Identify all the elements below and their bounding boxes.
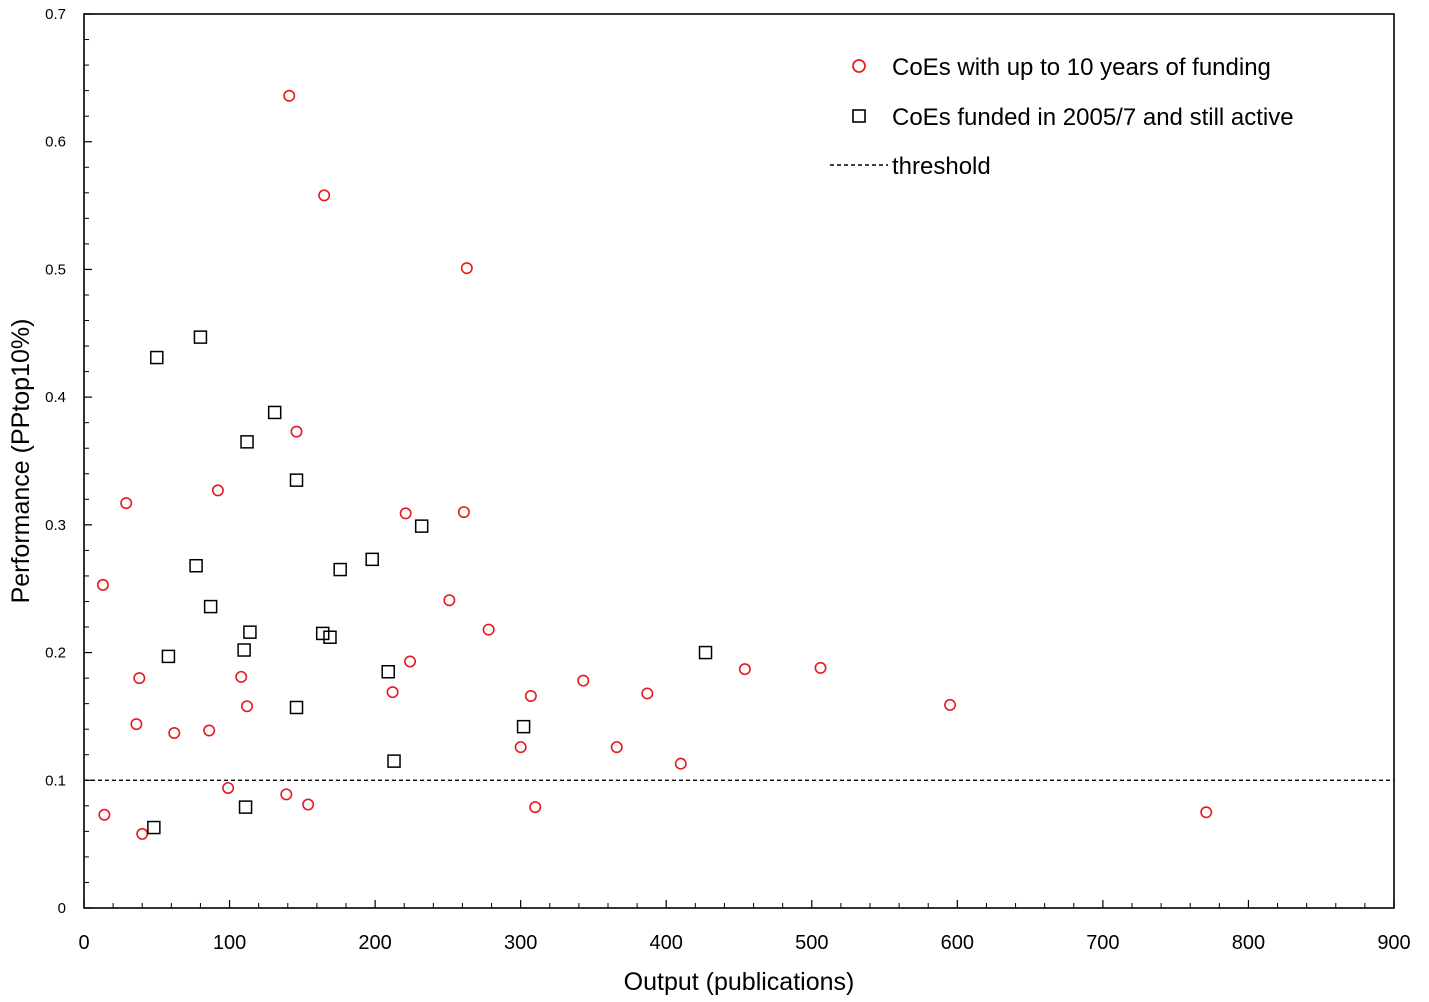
y-tick-label: 0.6 (45, 134, 66, 151)
square-point (238, 800, 253, 814)
circle-point (130, 718, 143, 731)
square-point (289, 700, 304, 715)
circle-point (641, 687, 654, 700)
square-point (365, 552, 379, 567)
circle-point (457, 506, 470, 519)
circle-point (529, 801, 542, 814)
x-tick-label: 200 (358, 932, 391, 954)
x-tick-label: 300 (504, 932, 537, 954)
points-layer (96, 89, 1213, 840)
circle-point (302, 798, 315, 811)
y-tick-label: 0 (58, 900, 66, 917)
square-point (240, 435, 254, 449)
x-tick-label: 0 (78, 932, 89, 954)
circle-point (290, 425, 303, 438)
legend-label-coes-funded-2005-7: CoEs funded in 2005/7 and still active (892, 104, 1294, 131)
circle-point (203, 724, 216, 737)
legend: CoEs with up to 10 years of funding CoEs… (830, 54, 1294, 180)
square-point (203, 599, 218, 614)
square-point (315, 626, 330, 641)
circle-point (1200, 806, 1213, 819)
circle-point (944, 698, 957, 711)
circle-point (443, 594, 456, 607)
y-tick-label: 0.2 (45, 645, 66, 662)
square-point (333, 562, 347, 577)
circle-point (610, 741, 623, 754)
square-point (267, 405, 282, 420)
legend-marker-circle (852, 59, 866, 73)
circle-point (280, 788, 293, 801)
circle-point (577, 674, 590, 687)
square-point (698, 645, 713, 660)
circle-point (120, 497, 133, 510)
y-tick-label: 0.3 (45, 517, 66, 534)
square-point (161, 649, 176, 664)
y-axis-title: Performance (PPtop10%) (7, 319, 35, 604)
plot-frame (83, 13, 1395, 909)
square-point (243, 625, 257, 639)
x-tick-label: 700 (1086, 932, 1119, 954)
x-tick-label: 600 (941, 932, 974, 954)
square-point (147, 820, 161, 835)
x-tick-label: 400 (650, 932, 683, 954)
tick-labels-layer: 0 100 200 300 400 500 600 700 800 900 0 0.1 0.2 0.3 0.… (45, 6, 1411, 954)
y-tick-label: 0.4 (45, 389, 66, 406)
circle-point (399, 507, 412, 520)
ticks-layer (83, 13, 1395, 909)
square-point (289, 473, 304, 487)
circle-point (241, 700, 254, 713)
legend-label-threshold: threshold (892, 153, 991, 180)
y-tick-label: 0.7 (45, 6, 66, 23)
square-point (193, 330, 208, 344)
y-tick-label: 0.5 (45, 261, 66, 278)
square-point (387, 754, 401, 768)
circle-point (318, 189, 331, 202)
circle-point (168, 727, 181, 740)
circle-point (514, 741, 527, 754)
circle-point (133, 672, 146, 685)
circle-point (235, 670, 248, 683)
circle-point (814, 661, 827, 674)
circle-point (211, 484, 224, 497)
x-axis-title: Output (publications) (624, 968, 855, 996)
circle-point (524, 689, 537, 702)
legend-marker-square (852, 109, 866, 123)
circle-point (482, 623, 495, 636)
circle-point (98, 808, 111, 821)
circle-point (283, 89, 296, 102)
circle-point (404, 655, 417, 668)
square-point (323, 630, 337, 644)
square-point (150, 350, 164, 365)
square-point (381, 664, 395, 679)
x-tick-label: 500 (795, 932, 828, 954)
x-tick-label: 900 (1377, 932, 1410, 954)
square-point (189, 558, 203, 573)
square-point (237, 643, 251, 657)
circle-point (738, 663, 751, 676)
circle-point (386, 686, 399, 699)
circle-point (674, 757, 687, 770)
square-point (516, 719, 531, 734)
legend-label-coes-10-years: CoEs with up to 10 years of funding (892, 54, 1271, 81)
circle-point (96, 578, 109, 591)
x-tick-label: 800 (1232, 932, 1265, 954)
circle-point (222, 781, 235, 794)
y-tick-label: 0.1 (45, 772, 66, 789)
circle-point (460, 262, 473, 275)
x-tick-label: 100 (213, 932, 246, 954)
square-point (414, 519, 429, 533)
